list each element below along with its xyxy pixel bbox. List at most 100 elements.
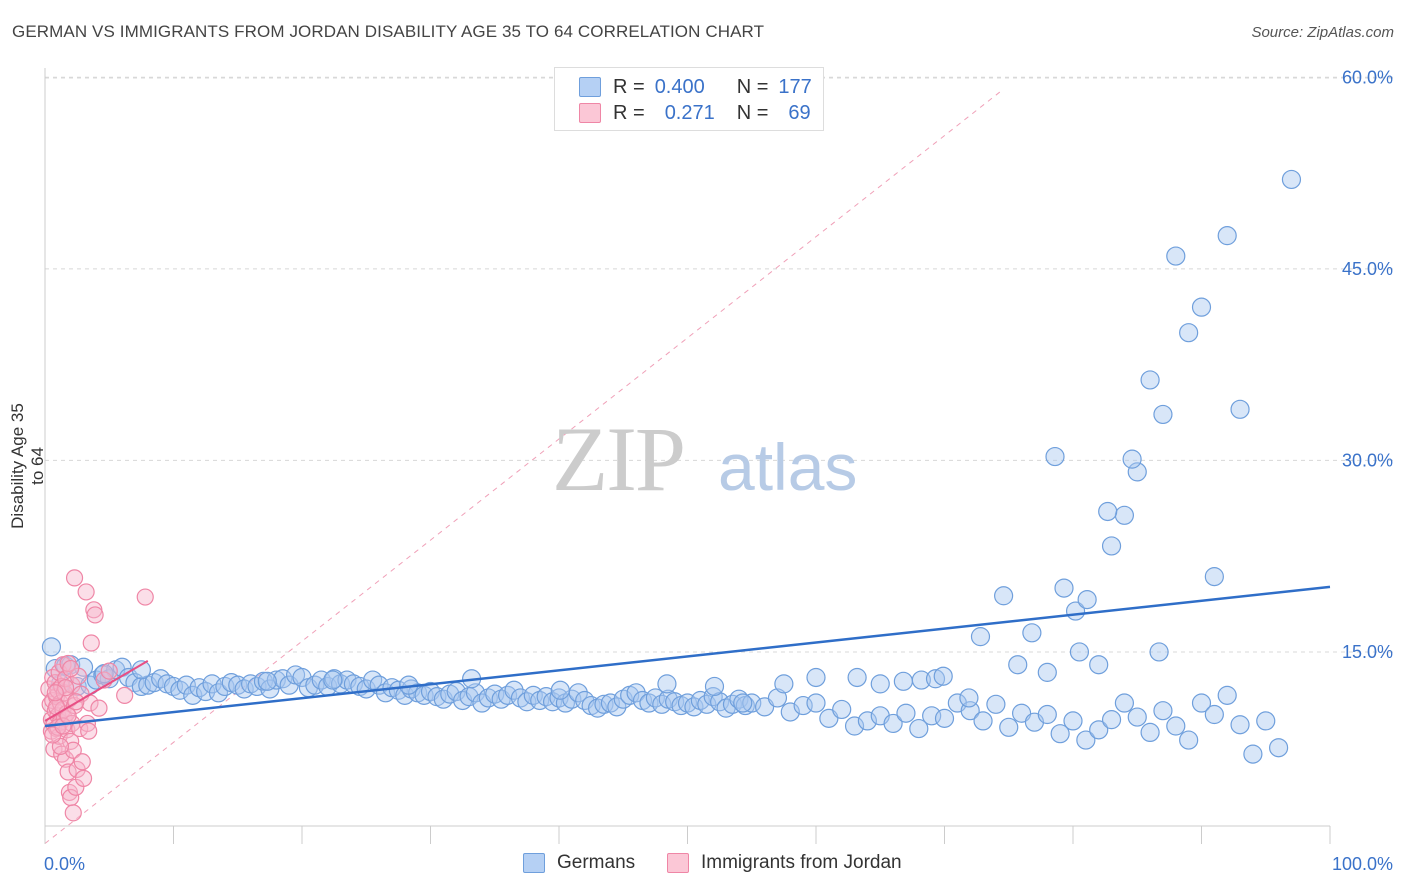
german-point: [626, 683, 646, 703]
german-point: [1179, 323, 1199, 343]
german-swatch: [579, 77, 601, 97]
german-point: [970, 627, 991, 647]
german-point: [183, 685, 203, 705]
german-point: [1037, 704, 1057, 725]
jordan-point: [90, 699, 108, 717]
y-tick-label: 45.0%: [1342, 259, 1393, 279]
german-point: [1101, 536, 1122, 556]
german-point: [1089, 720, 1109, 740]
german-point: [1140, 370, 1160, 390]
german-point: [933, 666, 953, 686]
german-point: [1204, 567, 1224, 587]
jordan-point: [62, 659, 80, 678]
german-point: [870, 674, 890, 694]
german-point: [925, 669, 946, 689]
german-point: [1243, 744, 1263, 764]
german-point: [1268, 738, 1289, 758]
german-n-label: N =: [736, 75, 769, 98]
german-point: [994, 586, 1014, 606]
german-point: [1098, 501, 1118, 522]
german-point: [1114, 505, 1135, 525]
stats-legend: R = 0.400 N = 177 R = 0.271 N = 69: [554, 67, 824, 131]
jordan-trend-line: [44, 660, 149, 722]
jordan-legend-label: Immigrants from Jordan: [701, 852, 902, 873]
german-point: [657, 674, 677, 694]
german-point: [959, 688, 979, 708]
german-point: [1022, 623, 1042, 643]
german-point: [934, 708, 955, 728]
german-point: [704, 676, 725, 697]
german-point: [1069, 642, 1090, 662]
jordan-point: [116, 686, 134, 704]
german-point: [1191, 297, 1212, 317]
german-point: [1101, 710, 1122, 730]
jordan-point: [82, 634, 100, 652]
source-label: Source: ZipAtlas.com: [1251, 24, 1394, 41]
german-point: [883, 713, 903, 734]
jordan-point: [56, 679, 75, 697]
jordan-point: [136, 588, 154, 606]
german-point: [504, 680, 524, 700]
german-point: [806, 667, 826, 688]
jordan-n-value: 69: [788, 101, 811, 124]
german-point: [1037, 662, 1057, 682]
german-point: [323, 670, 343, 690]
german-point: [1045, 446, 1065, 467]
german-point: [363, 670, 383, 690]
german-point: [1230, 715, 1250, 735]
german-point: [170, 680, 190, 700]
x-tick-label-max: 100.0%: [1332, 854, 1393, 874]
jordan-r-label: R =: [613, 101, 645, 124]
watermark-atlas: atlas: [718, 430, 857, 504]
german-point: [607, 697, 627, 717]
german-point: [1153, 404, 1173, 425]
legend-item-jordan[interactable]: Immigrants from Jordan: [667, 852, 902, 874]
german-point: [1127, 707, 1147, 727]
german-point: [911, 670, 931, 690]
stats-row-german: R = 0.400 N = 177: [579, 74, 812, 100]
german-point: [1008, 655, 1028, 675]
axis-layer: 15.0% 30.0% 45.0% 60.0% 0.0% 100.0%: [44, 67, 1393, 874]
german-point: [1153, 701, 1173, 721]
german-n-value: 177: [778, 75, 812, 98]
german-point: [1281, 169, 1302, 190]
german-point: [986, 694, 1006, 714]
jordan-point: [64, 741, 82, 759]
germans-legend-swatch: [523, 853, 545, 873]
german-point: [1089, 655, 1109, 675]
german-point: [909, 718, 929, 739]
stats-row-jordan: R = 0.271 N = 69: [579, 100, 811, 126]
y-tick-label: 15.0%: [1342, 642, 1393, 662]
german-point: [1204, 704, 1224, 725]
watermark: ZIP atlas: [552, 408, 857, 510]
german-r-label: R =: [613, 75, 645, 98]
german-trend-line: [44, 585, 1331, 728]
german-point: [257, 671, 277, 691]
germans-legend-label: Germans: [557, 852, 636, 873]
german-point: [1217, 226, 1237, 246]
jordan-point: [46, 684, 64, 702]
german-point: [1063, 711, 1083, 731]
german-point: [1256, 711, 1276, 731]
german-point: [832, 699, 852, 720]
german-point: [767, 688, 788, 708]
german-point: [847, 667, 867, 688]
german-point: [1166, 716, 1186, 736]
trend-layer: [44, 585, 1331, 728]
jordan-point: [65, 569, 84, 587]
jordan-point: [73, 753, 91, 771]
german-point: [131, 676, 151, 697]
jordan-r-value: 0.271: [664, 101, 715, 124]
legend-item-germans[interactable]: Germans: [523, 852, 635, 874]
german-point: [1191, 693, 1212, 713]
german-point: [1140, 722, 1160, 743]
german-point: [733, 693, 753, 713]
german-point: [844, 716, 865, 736]
german-point: [1166, 246, 1186, 266]
jordan-point: [77, 583, 95, 601]
watermark-zip: ZIP: [552, 408, 684, 510]
german-point: [1149, 642, 1169, 662]
jordan-n-label: N =: [736, 101, 769, 124]
reference-diagonal: [44, 89, 1003, 844]
